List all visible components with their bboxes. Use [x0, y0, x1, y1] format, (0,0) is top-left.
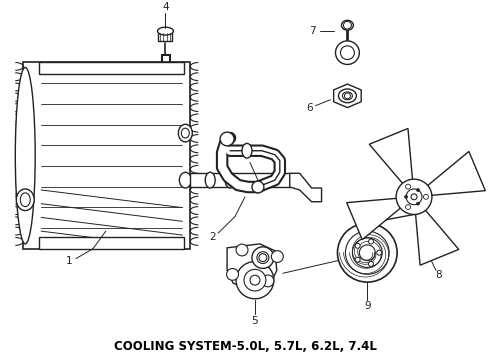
Circle shape	[220, 132, 234, 146]
Ellipse shape	[343, 92, 352, 100]
Text: COOLING SYSTEM-5.0L, 5.7L, 6.2L, 7.4L: COOLING SYSTEM-5.0L, 5.7L, 6.2L, 7.4L	[114, 340, 376, 354]
Polygon shape	[369, 129, 413, 183]
Circle shape	[423, 194, 428, 199]
Polygon shape	[158, 33, 172, 41]
Ellipse shape	[181, 128, 189, 138]
Polygon shape	[39, 237, 184, 249]
Circle shape	[262, 275, 274, 287]
Circle shape	[338, 223, 397, 282]
Ellipse shape	[342, 20, 353, 30]
Polygon shape	[290, 173, 321, 202]
Circle shape	[250, 275, 260, 285]
Text: 6: 6	[306, 103, 313, 113]
Ellipse shape	[257, 252, 269, 264]
Text: 1: 1	[66, 256, 73, 266]
Text: 7: 7	[309, 26, 316, 36]
Circle shape	[345, 231, 389, 274]
Ellipse shape	[339, 89, 356, 103]
Circle shape	[368, 239, 373, 244]
Polygon shape	[190, 173, 290, 187]
Polygon shape	[227, 244, 277, 290]
Ellipse shape	[157, 27, 173, 35]
Circle shape	[411, 194, 417, 200]
Circle shape	[405, 195, 408, 198]
Text: 9: 9	[364, 301, 370, 311]
Circle shape	[271, 251, 283, 262]
Circle shape	[406, 189, 422, 205]
Polygon shape	[23, 63, 190, 249]
Circle shape	[416, 189, 419, 192]
Circle shape	[368, 261, 373, 266]
Text: 2: 2	[209, 232, 216, 242]
Circle shape	[336, 41, 359, 64]
Polygon shape	[334, 84, 361, 108]
Ellipse shape	[16, 189, 34, 211]
Circle shape	[343, 21, 351, 29]
Ellipse shape	[179, 172, 191, 188]
Circle shape	[406, 204, 411, 210]
Circle shape	[416, 202, 419, 205]
Polygon shape	[347, 198, 400, 240]
Polygon shape	[416, 210, 459, 265]
Circle shape	[352, 238, 382, 267]
Ellipse shape	[20, 193, 30, 207]
Text: 4: 4	[162, 1, 169, 12]
Polygon shape	[39, 63, 184, 74]
Circle shape	[355, 257, 360, 262]
Ellipse shape	[205, 172, 215, 188]
Ellipse shape	[236, 261, 274, 299]
Polygon shape	[428, 152, 486, 195]
Circle shape	[252, 181, 264, 193]
Ellipse shape	[244, 269, 266, 291]
Text: 8: 8	[436, 270, 442, 280]
Ellipse shape	[242, 143, 252, 158]
Ellipse shape	[252, 247, 274, 269]
Circle shape	[355, 243, 360, 248]
Circle shape	[396, 179, 432, 215]
Circle shape	[236, 244, 248, 256]
Circle shape	[359, 245, 375, 261]
Circle shape	[406, 184, 411, 189]
Ellipse shape	[225, 172, 235, 188]
Circle shape	[341, 46, 354, 59]
Circle shape	[259, 254, 267, 261]
Text: 3: 3	[255, 182, 261, 192]
Text: 5: 5	[252, 316, 258, 327]
Circle shape	[344, 93, 350, 99]
Ellipse shape	[15, 67, 35, 244]
Circle shape	[226, 269, 239, 280]
Ellipse shape	[178, 124, 192, 142]
Circle shape	[377, 250, 382, 255]
